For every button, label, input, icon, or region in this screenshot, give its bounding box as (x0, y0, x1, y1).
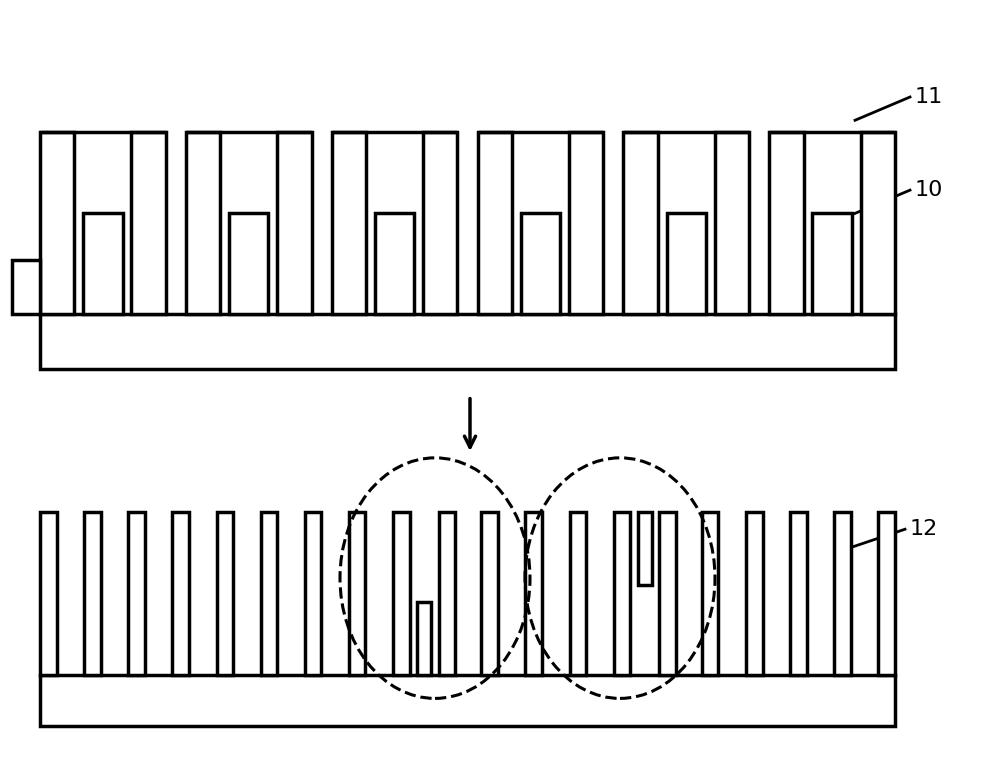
Bar (481, 512, 498, 675)
Bar (375, 213, 414, 314)
Bar (131, 132, 166, 314)
Bar (569, 132, 603, 314)
Bar (305, 512, 321, 675)
Bar (570, 512, 586, 675)
Text: 12: 12 (910, 519, 938, 539)
Bar (84, 512, 101, 675)
Bar (790, 512, 807, 675)
Bar (349, 512, 365, 675)
Bar (667, 213, 706, 314)
Bar (186, 132, 220, 314)
Bar (423, 132, 457, 314)
Bar (715, 132, 749, 314)
Bar (861, 132, 895, 314)
Bar (614, 512, 630, 675)
Bar (659, 512, 676, 675)
Bar (217, 512, 233, 675)
Bar (128, 512, 145, 675)
Bar (12, 259, 40, 314)
Bar (277, 132, 312, 314)
Bar (521, 213, 560, 314)
Bar (746, 512, 763, 675)
Bar (40, 512, 57, 675)
Bar (478, 132, 512, 314)
Bar (172, 512, 189, 675)
Bar (702, 512, 718, 675)
Bar (834, 512, 851, 675)
Bar (769, 132, 804, 314)
Bar (417, 602, 431, 675)
Bar (40, 675, 895, 726)
Bar (229, 213, 268, 314)
Bar (261, 512, 277, 675)
Bar (525, 512, 542, 675)
Bar (83, 213, 123, 314)
Bar (40, 314, 895, 369)
Text: 10: 10 (915, 180, 943, 200)
Bar (393, 512, 410, 675)
Bar (812, 213, 852, 314)
Bar (878, 512, 895, 675)
Text: 11: 11 (915, 87, 943, 107)
Bar (40, 132, 74, 314)
Bar (623, 132, 658, 314)
Bar (439, 512, 455, 675)
Bar (638, 512, 652, 586)
Bar (332, 132, 366, 314)
